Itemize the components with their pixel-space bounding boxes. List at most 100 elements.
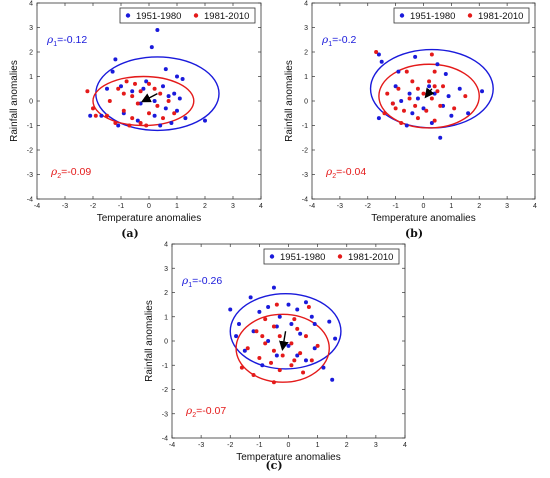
data-point-series-1 [295,353,300,358]
x-tick-label: 2 [203,203,207,210]
data-point-series-2 [138,121,143,126]
data-point-series-1 [110,69,115,74]
data-point-series-1 [399,99,404,103]
data-point-series-2 [245,346,250,351]
panel-label: (b) [405,227,423,240]
confidence-ellipse-2 [235,313,330,383]
y-tick-label: 2 [164,290,168,297]
data-point-series-2 [432,118,437,123]
data-point-series-2 [166,99,171,103]
rho-value: = [196,405,202,417]
data-point-series-1 [438,135,443,140]
data-point-series-1 [443,72,448,77]
data-point-series-2 [121,108,126,113]
y-tick-label: -3 [302,172,308,179]
legend-box [119,7,256,24]
x-tick-label: -3 [337,203,343,210]
x-tick-label: -2 [227,442,233,449]
data-point-series-1 [298,331,303,336]
data-point-series-2 [158,91,163,96]
data-point-series-2 [303,334,308,339]
correlation-annotation-2: ρ2=-0.09 [50,166,91,180]
data-point-series-2 [121,91,126,96]
centroid-shift-arrow [279,331,289,352]
data-point-series-2 [421,91,426,96]
data-point-series-1 [130,89,135,94]
data-point-series-2 [404,69,409,74]
x-tick-label: 4 [259,203,263,210]
data-point-series-2 [172,111,177,116]
rho-subscript: 2 [192,412,196,419]
y-tick-label: 0 [164,339,168,346]
data-point-series-2 [93,113,98,118]
data-point-series-1 [257,309,262,314]
data-point-series-2 [309,358,314,363]
y-tick-label: -1 [162,363,168,370]
data-point-series-1 [274,324,279,329]
data-point-series-1 [446,94,451,99]
x-tick-label: -2 [90,203,96,210]
data-point-series-2 [410,79,415,84]
data-point-series-2 [382,111,387,116]
y-tick-label: -2 [162,387,168,394]
data-point-series-2 [116,86,121,91]
data-point-series-2 [133,81,137,86]
data-point-series-1 [180,76,185,81]
centroid-shift-arrow [424,87,435,99]
data-point-series-1 [333,336,338,341]
rho-value-number: -0.26 [198,275,222,287]
data-point-series-2 [130,94,135,99]
data-point-series-2 [429,96,434,101]
y-tick-label: 4 [164,242,168,249]
data-point-series-2 [385,91,390,96]
data-point-series-1 [175,74,179,79]
y-tick-label: -3 [27,172,33,179]
data-point-series-1 [248,295,253,300]
x-tick-label: 1 [175,203,179,210]
x-tick-label: 2 [477,203,481,210]
rho-value-number: -0.12 [63,34,87,46]
legend: 1951-1980 1981-2010 [119,7,256,24]
data-point-series-1 [152,99,157,103]
y-tick-label: 4 [304,1,308,8]
data-point-series-2 [263,341,268,346]
rho-subscript: 2 [57,173,61,180]
data-point-series-2 [155,103,160,108]
legend-entry: 1981-2010 [478,11,523,22]
data-point-series-1 [138,101,143,106]
correlation-annotation-1: ρ1=-0.12 [46,34,87,48]
data-point-series-1 [113,57,118,62]
data-point-series-1 [163,67,168,72]
data-point-series-1 [266,339,271,343]
data-point-series-1 [116,123,121,128]
panel-3: -4 -3 -2 -1 0 1 2 3 4 -4 -3 -2 -1 0 1 2 3 4 Temperature an… [144,242,407,464]
data-point-series-1 [312,322,317,327]
data-point-series-1 [303,358,308,363]
rho-value-number: -0.2 [338,34,356,46]
data-point-series-2 [239,365,244,370]
legend-box [263,248,400,265]
data-point-series-2 [390,101,395,106]
x-tick-label: -1 [118,203,124,210]
legend-marker [399,13,405,18]
correlation-annotation-2: ρ2=-0.07 [185,405,226,419]
rho-subscript: 1 [188,282,192,289]
data-point-series-2 [144,123,149,128]
data-point-series-1 [236,322,241,327]
data-point-series-2 [435,89,440,94]
data-point-series-2 [271,348,276,353]
data-point-series-1 [271,285,276,290]
data-point-series-1 [286,302,291,307]
x-tick-label: 4 [403,442,407,449]
rho-value-number: -0.07 [202,405,226,417]
x-tick-label: -1 [393,203,399,210]
data-point-series-1 [177,96,182,101]
data-point-series-1 [321,365,326,370]
x-tick-label: 3 [231,203,235,210]
rho-value: = [61,166,67,178]
y-tick-label: 3 [29,25,33,32]
data-point-series-2 [463,94,468,99]
legend-marker [125,13,131,18]
data-point-series-1 [152,113,157,118]
data-point-series-2 [295,326,300,331]
